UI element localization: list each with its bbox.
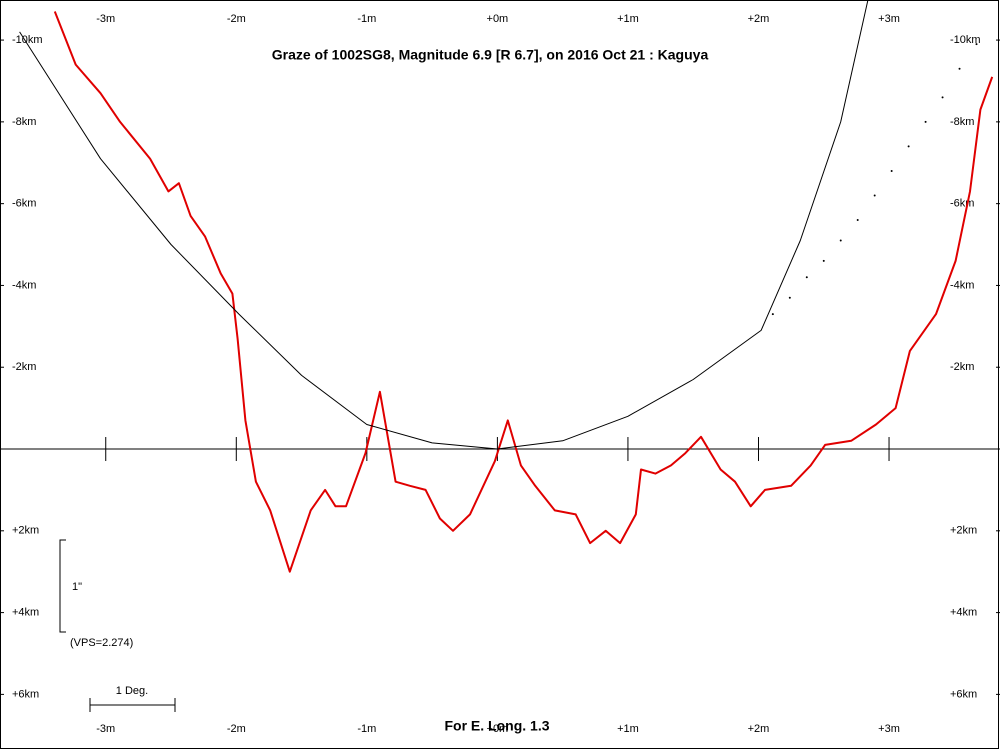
dot <box>890 169 893 172</box>
dot <box>805 276 808 279</box>
y-tick-label: +2km <box>12 525 39 537</box>
footer: For E. Long. 1.3 <box>444 718 549 734</box>
y-tick-label: -6km <box>12 198 36 210</box>
dot <box>822 259 825 262</box>
x-tick-label: +1m <box>617 13 639 25</box>
y-tick-label: -2km <box>950 361 974 373</box>
chart-title: Graze of 1002SG8, Magnitude 6.9 [R 6.7],… <box>272 47 709 63</box>
vps-label: (VPS=2.274) <box>70 637 133 649</box>
y-tick-label: +2km <box>950 525 977 537</box>
y-tick-label: -10km <box>12 34 43 46</box>
x-tick-label: -2m <box>227 13 246 25</box>
dot <box>907 145 910 148</box>
dot <box>856 219 859 222</box>
y-tick-label: -8km <box>950 116 974 128</box>
x-tick-label: -1m <box>357 723 376 735</box>
y-tick-label: -6km <box>950 198 974 210</box>
y-tick-label: -2km <box>12 361 36 373</box>
dot <box>771 313 774 316</box>
x-tick-label: +0m <box>487 723 509 735</box>
y-tick-label: -10km <box>950 34 981 46</box>
degree-bar <box>89 698 176 712</box>
x-tick-label: -2m <box>227 723 246 735</box>
dot <box>839 239 842 242</box>
profile-line <box>19 0 869 450</box>
scale-bracket <box>59 539 66 633</box>
degree-label: 1 Deg. <box>116 685 148 697</box>
y-tick-label: +6km <box>12 688 39 700</box>
y-tick-label: -4km <box>950 279 974 291</box>
dot <box>958 67 961 70</box>
dot <box>924 120 927 123</box>
x-tick-label: +2m <box>748 723 770 735</box>
y-tick-label: -4km <box>12 279 36 291</box>
dot <box>788 296 791 299</box>
x-tick-label: +0m <box>487 13 509 25</box>
dot <box>975 43 978 46</box>
y-tick-label: +6km <box>950 688 977 700</box>
x-tick-label: +2m <box>748 13 770 25</box>
x-tick-label: +3m <box>878 723 900 735</box>
y-tick-label: +4km <box>12 607 39 619</box>
x-tick-label: -1m <box>357 13 376 25</box>
x-tick-label: -3m <box>96 723 115 735</box>
scale-label: 1" <box>72 581 82 593</box>
profile-line <box>53 11 994 573</box>
y-tick-label: -8km <box>12 116 36 128</box>
y-tick-label: +4km <box>950 607 977 619</box>
x-tick-label: +3m <box>878 13 900 25</box>
x-tick-label: +1m <box>617 723 639 735</box>
x-tick-label: -3m <box>96 13 115 25</box>
dot <box>941 96 944 99</box>
dot <box>873 194 876 197</box>
